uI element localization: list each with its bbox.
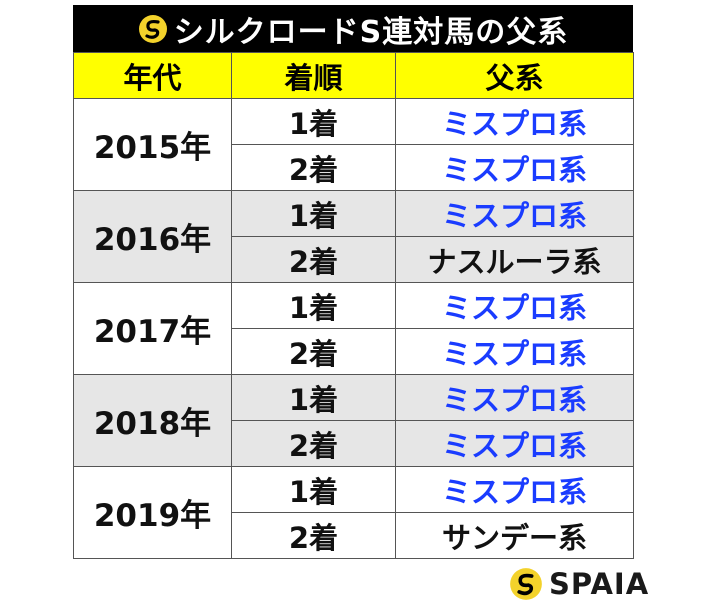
year-cell: 2017年: [73, 282, 232, 375]
header-rank: 着順: [231, 52, 396, 99]
table-row: 2着 ナスルーラ系: [74, 236, 634, 283]
year-cell: 2019年: [73, 466, 232, 559]
table-row: 2着 ミスプロ系: [74, 144, 634, 191]
rank-cell: 1着: [231, 466, 396, 513]
spaia-logo-icon: [510, 568, 542, 600]
header-lineage: 父系: [395, 52, 634, 99]
rank-cell: 2着: [231, 144, 396, 191]
brand-logo: SPAIA: [509, 566, 649, 602]
rank-cell: 2着: [231, 512, 396, 559]
rank-cell: 2着: [231, 236, 396, 283]
rank-cell: 1着: [231, 374, 396, 421]
lineage-cell: サンデー系: [395, 512, 634, 559]
year-cell: 2018年: [73, 374, 232, 467]
lineage-cell: ミスプロ系: [395, 466, 634, 513]
spaia-logo-icon: [138, 14, 167, 43]
table-row: 2016年 1着 ミスプロ系: [73, 190, 634, 283]
page-title: シルクロードS連対馬の父系: [173, 14, 569, 50]
lineage-cell: ミスプロ系: [395, 144, 634, 191]
lineage-cell: ミスプロ系: [395, 282, 634, 329]
table-row: 2017年 1着 ミスプロ系: [73, 282, 634, 375]
table-row: 2着 ミスプロ系: [74, 420, 634, 467]
rank-cell: 1着: [231, 282, 396, 329]
header-row: 年代 着順 父系: [73, 52, 634, 99]
lineage-cell: ミスプロ系: [395, 328, 634, 375]
results-table: 年代 着順 父系 2015年 1着 ミスプロ系 2着 ミスプロ系 2016年 1…: [73, 52, 634, 559]
rank-cell: 2着: [231, 420, 396, 467]
lineage-cell: ミスプロ系: [395, 98, 634, 145]
table-row: 2着 サンデー系: [74, 512, 634, 559]
title-bar: シルクロードS連対馬の父系: [73, 5, 633, 52]
rank-cell: 1着: [231, 190, 396, 237]
lineage-cell: ミスプロ系: [395, 420, 634, 467]
year-cell: 2016年: [73, 190, 232, 283]
brand-name: SPAIA: [549, 567, 650, 601]
header-year: 年代: [73, 52, 232, 99]
table-row: 2018年 1着 ミスプロ系: [73, 374, 634, 467]
year-cell: 2015年: [73, 98, 232, 191]
table-container: シルクロードS連対馬の父系 年代 着順 父系 2015年 1着 ミスプロ系 2着…: [73, 5, 634, 559]
table-row: 2015年 1着 ミスプロ系: [73, 98, 634, 191]
lineage-cell: ミスプロ系: [395, 190, 634, 237]
rank-cell: 1着: [231, 98, 396, 145]
rank-cell: 2着: [231, 328, 396, 375]
table-row: 2019年 1着 ミスプロ系: [73, 466, 634, 559]
lineage-cell: ナスルーラ系: [395, 236, 634, 283]
lineage-cell: ミスプロ系: [395, 374, 634, 421]
